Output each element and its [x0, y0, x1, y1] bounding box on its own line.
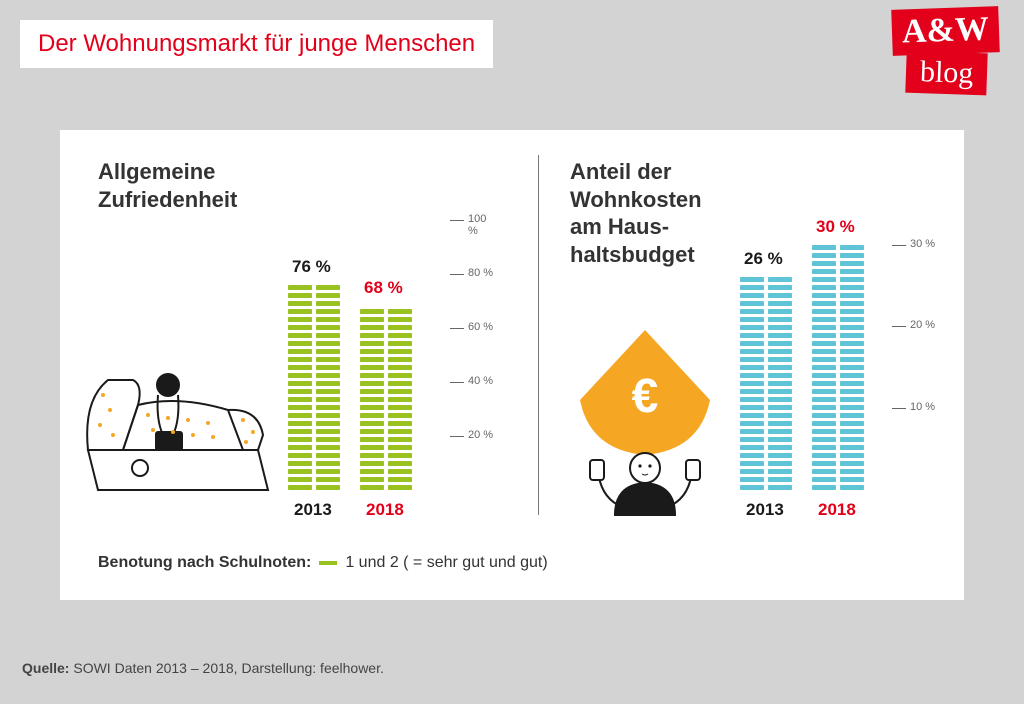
- axis-tick: [450, 274, 464, 275]
- axis-tick: [892, 326, 906, 327]
- chart1-title: AllgemeineZufriedenheit: [98, 158, 237, 213]
- bar-column: [288, 285, 312, 490]
- chart2-title: Anteil derWohnkostenam Haus-haltsbudget: [570, 158, 702, 268]
- bar-column: [740, 277, 764, 490]
- bar-column: [768, 277, 792, 490]
- bar-column: [360, 309, 384, 490]
- legend-prefix: Benotung nach Schulnoten:: [98, 554, 311, 572]
- source-label: Quelle:: [22, 660, 69, 676]
- chart2-area: 10 %20 %30 %26 %201330 %2018: [740, 220, 940, 490]
- axis-label: 60 %: [468, 321, 493, 333]
- svg-text:€: €: [632, 370, 659, 423]
- bed-illustration: [78, 340, 278, 510]
- bar-value-label: 30 %: [816, 217, 855, 237]
- axis-label: 80 %: [468, 267, 493, 279]
- infographic-panel: AllgemeineZufriedenheit Anteil derWohnko…: [60, 130, 964, 600]
- bar-column: [840, 245, 864, 490]
- axis-tick: [892, 245, 906, 246]
- bar-group: [812, 245, 864, 490]
- axis-tick: [450, 328, 464, 329]
- axis-label: 40 %: [468, 375, 493, 387]
- axis-tick: [892, 408, 906, 409]
- bar-column: [388, 309, 412, 490]
- logo-line1: A&W: [891, 6, 999, 56]
- axis-label: 20 %: [468, 429, 493, 441]
- bar-column: [316, 285, 340, 490]
- logo: A&W blog: [874, 0, 1024, 100]
- page-title: Der Wohnungsmarkt für junge Menschen: [38, 30, 475, 57]
- axis-label: 100 %: [468, 213, 498, 237]
- bar-value-label: 76 %: [292, 257, 331, 277]
- bar-year-label: 2013: [294, 500, 332, 520]
- axis-tick: [450, 436, 464, 437]
- axis-tick: [450, 382, 464, 383]
- bar-group: [360, 309, 412, 490]
- panel-divider: [538, 155, 539, 515]
- bar-year-label: 2018: [818, 500, 856, 520]
- axis-label: 20 %: [910, 319, 935, 331]
- legend: Benotung nach Schulnoten: 1 und 2 ( = se…: [98, 554, 548, 572]
- bar-value-label: 68 %: [364, 278, 403, 298]
- axis-label: 10 %: [910, 401, 935, 413]
- bar-group: [288, 285, 340, 490]
- chart1-area: 20 %40 %60 %80 %100 %76 %201368 %2018: [288, 220, 498, 490]
- source-line: Quelle: SOWI Daten 2013 – 2018, Darstell…: [22, 660, 384, 676]
- axis-tick: [450, 220, 464, 221]
- source-text: SOWI Daten 2013 – 2018, Darstellung: fee…: [69, 660, 383, 676]
- bar-year-label: 2018: [366, 500, 404, 520]
- legend-suffix: 1 und 2 ( = sehr gut und gut): [345, 554, 547, 572]
- bar-group: [740, 277, 792, 490]
- bar-value-label: 26 %: [744, 249, 783, 269]
- legend-swatch: [319, 561, 337, 565]
- bar-column: [812, 245, 836, 490]
- axis-label: 30 %: [910, 238, 935, 250]
- logo-line2: blog: [905, 51, 988, 96]
- bar-year-label: 2013: [746, 500, 784, 520]
- title-box: Der Wohnungsmarkt für junge Menschen: [20, 20, 493, 68]
- euro-illustration: €: [560, 320, 730, 520]
